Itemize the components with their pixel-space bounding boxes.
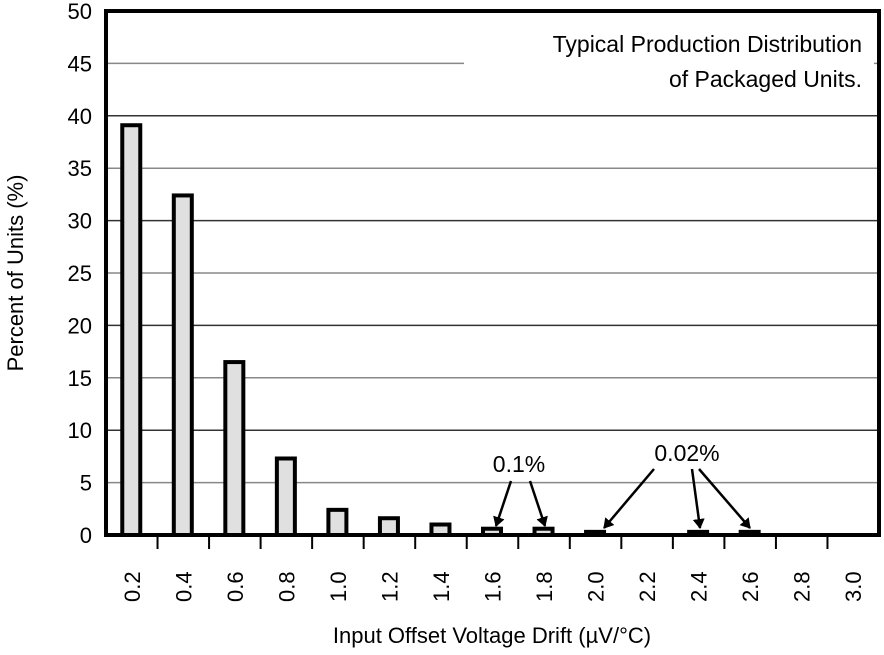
bars	[120, 123, 761, 538]
y-tick-label: 30	[68, 209, 92, 234]
x-tick-label: 0.2	[120, 571, 145, 602]
y-tick-label: 25	[68, 261, 92, 286]
x-tick-label: 1.4	[429, 571, 454, 602]
bar-0.4	[171, 193, 194, 537]
legend-annotation: Typical Production Distribution of Packa…	[464, 28, 874, 98]
x-tick-label: 1.0	[326, 571, 351, 602]
y-tick-label: 10	[68, 418, 92, 443]
x-tick-labels: 0.2 0.4 0.6 0.8 1.0 1.2 1.4 1.6 1.8 2.0 2.2 2.4 2.6 2…	[120, 571, 866, 602]
arrow-icon	[690, 468, 705, 529]
x-tick-label: 1.2	[377, 571, 402, 602]
y-tick-label: 40	[68, 104, 92, 129]
y-tick-label: 45	[68, 51, 92, 76]
x-tick-label: 2.8	[790, 571, 815, 602]
x-ticks	[156, 537, 829, 549]
legend-background	[464, 28, 874, 98]
x-tick-label: 2.4	[687, 571, 712, 602]
arrow-icon	[698, 468, 751, 529]
y-tick-label: 5	[80, 471, 92, 496]
x-tick-label: 2.0	[584, 571, 609, 602]
arrow-icon	[603, 468, 655, 529]
legend-line-2: of Packaged Units.	[669, 66, 862, 92]
gridlines	[106, 62, 879, 484]
annotation-0-1pct: 0.1%	[493, 451, 545, 477]
bar-0.8	[274, 456, 297, 537]
x-tick-label: 2.2	[635, 571, 660, 602]
x-tick-label: 0.6	[223, 571, 248, 602]
bar-1.2	[377, 516, 400, 537]
y-tick-label: 50	[68, 0, 92, 24]
annotation-1-bg	[641, 436, 733, 468]
y-tick-labels: 0 5 10 15 20 25 30 35 40 45 50	[68, 0, 92, 548]
y-tick-label: 15	[68, 366, 92, 391]
y-tick-label: 20	[68, 313, 92, 338]
x-axis-title: Input Offset Voltage Drift (µV/°C)	[333, 623, 651, 648]
legend-line-1: Typical Production Distribution	[553, 31, 862, 57]
x-tick-label: 0.4	[171, 571, 196, 602]
annotations: 0.1% 0.02%	[484, 436, 751, 529]
arrow-icon	[493, 480, 513, 527]
y-axis-title: Percent of Units (%)	[3, 175, 28, 372]
y-tick-label: 35	[68, 156, 92, 181]
x-tick-label: 3.0	[841, 571, 866, 602]
arrow-icon	[528, 480, 548, 527]
x-tick-label: 1.8	[532, 571, 557, 602]
x-tick-label: 0.8	[274, 571, 299, 602]
bar-0.2	[120, 123, 143, 538]
plot-frame	[104, 9, 881, 537]
x-tick-label: 2.6	[738, 571, 763, 602]
y-tick-label: 0	[80, 523, 92, 548]
bar-0.6	[223, 360, 246, 537]
annotation-1-002pct: 0.02%	[654, 440, 719, 466]
x-tick-label: 1.6	[481, 571, 506, 602]
annotation-0-bg	[484, 447, 556, 479]
bar-1.0	[326, 507, 349, 537]
